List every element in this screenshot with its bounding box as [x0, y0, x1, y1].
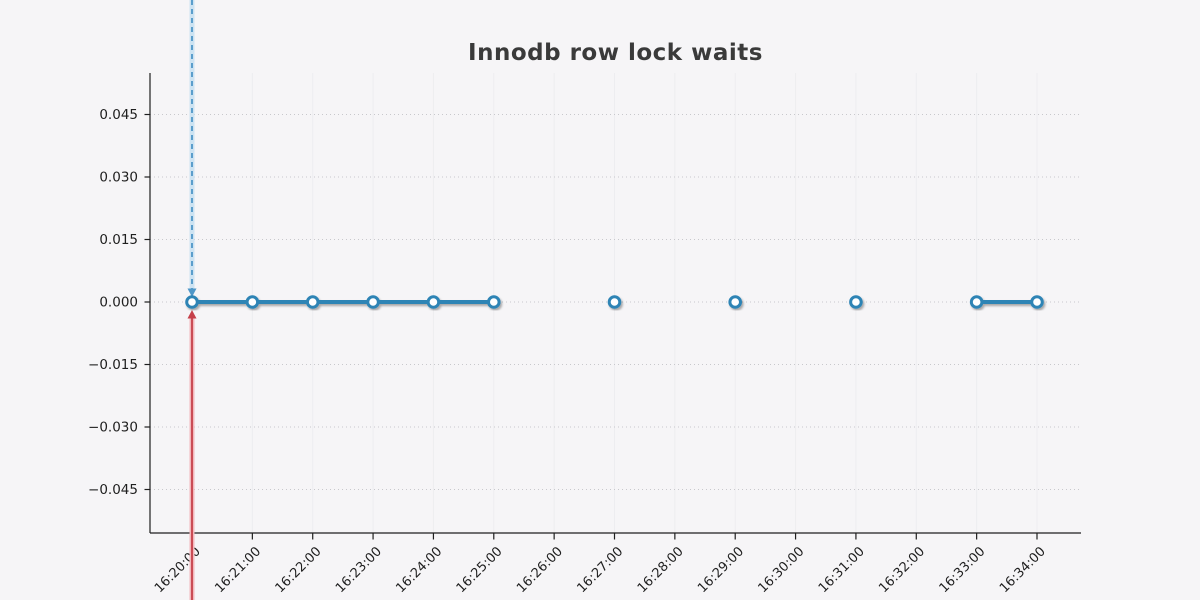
data-point — [849, 295, 863, 309]
x-tick-label: 16:22:00 — [273, 544, 325, 596]
x-tick-label: 16:30:00 — [756, 544, 808, 596]
y-tick-label: 0.030 — [99, 169, 138, 185]
data-point — [426, 295, 441, 309]
y-tick-label: −0.045 — [88, 482, 138, 498]
arrow-down-icon — [187, 288, 197, 297]
x-tick-label: 16:26:00 — [514, 544, 566, 596]
data-point — [1030, 295, 1044, 309]
y-tick-label: 0.015 — [99, 232, 138, 248]
x-tick-label: 16:21:00 — [212, 544, 264, 596]
data-point — [245, 295, 260, 309]
axes — [149, 73, 1081, 534]
data-point — [607, 295, 622, 309]
x-tick-label: 16:23:00 — [333, 544, 385, 596]
x-tick-label: 16:20:00 — [152, 544, 204, 596]
chart-title: Innodb row lock waits — [468, 40, 763, 66]
y-tick-label: −0.030 — [88, 420, 138, 436]
y-axis-ticks: 0.045 0.030 0.015 0.000 −0.015 −0.030 −0.045 — [88, 107, 150, 498]
arrow-up-icon — [187, 310, 197, 319]
cursor-guide-down — [187, 0, 197, 297]
data-point — [486, 295, 501, 309]
y-tick-label: 0.000 — [99, 295, 138, 311]
x-tick-label: 16:28:00 — [635, 544, 687, 596]
y-tick-label: −0.015 — [88, 357, 138, 373]
series-innodb-row-lock-waits — [185, 295, 1044, 309]
data-point — [305, 295, 320, 309]
data-point — [366, 295, 380, 309]
x-tick-label: 16:24:00 — [393, 544, 445, 596]
data-point — [185, 295, 199, 309]
x-axis-ticks: 16:20:00 16:21:00 16:22:00 16:23:00 16:24:00… — [152, 533, 1049, 596]
y-tick-label: 0.045 — [99, 107, 138, 123]
x-tick-label: 16:33:00 — [937, 544, 989, 596]
cursor-guide-up — [187, 310, 197, 600]
x-tick-label: 16:34:00 — [997, 544, 1049, 596]
x-tick-label: 16:29:00 — [695, 544, 747, 596]
data-point — [728, 295, 743, 309]
x-tick-label: 16:25:00 — [454, 544, 506, 596]
x-tick-label: 16:31:00 — [816, 544, 868, 596]
x-tick-label: 16:32:00 — [876, 544, 928, 596]
data-point — [969, 295, 984, 309]
x-tick-label: 16:27:00 — [574, 544, 626, 596]
